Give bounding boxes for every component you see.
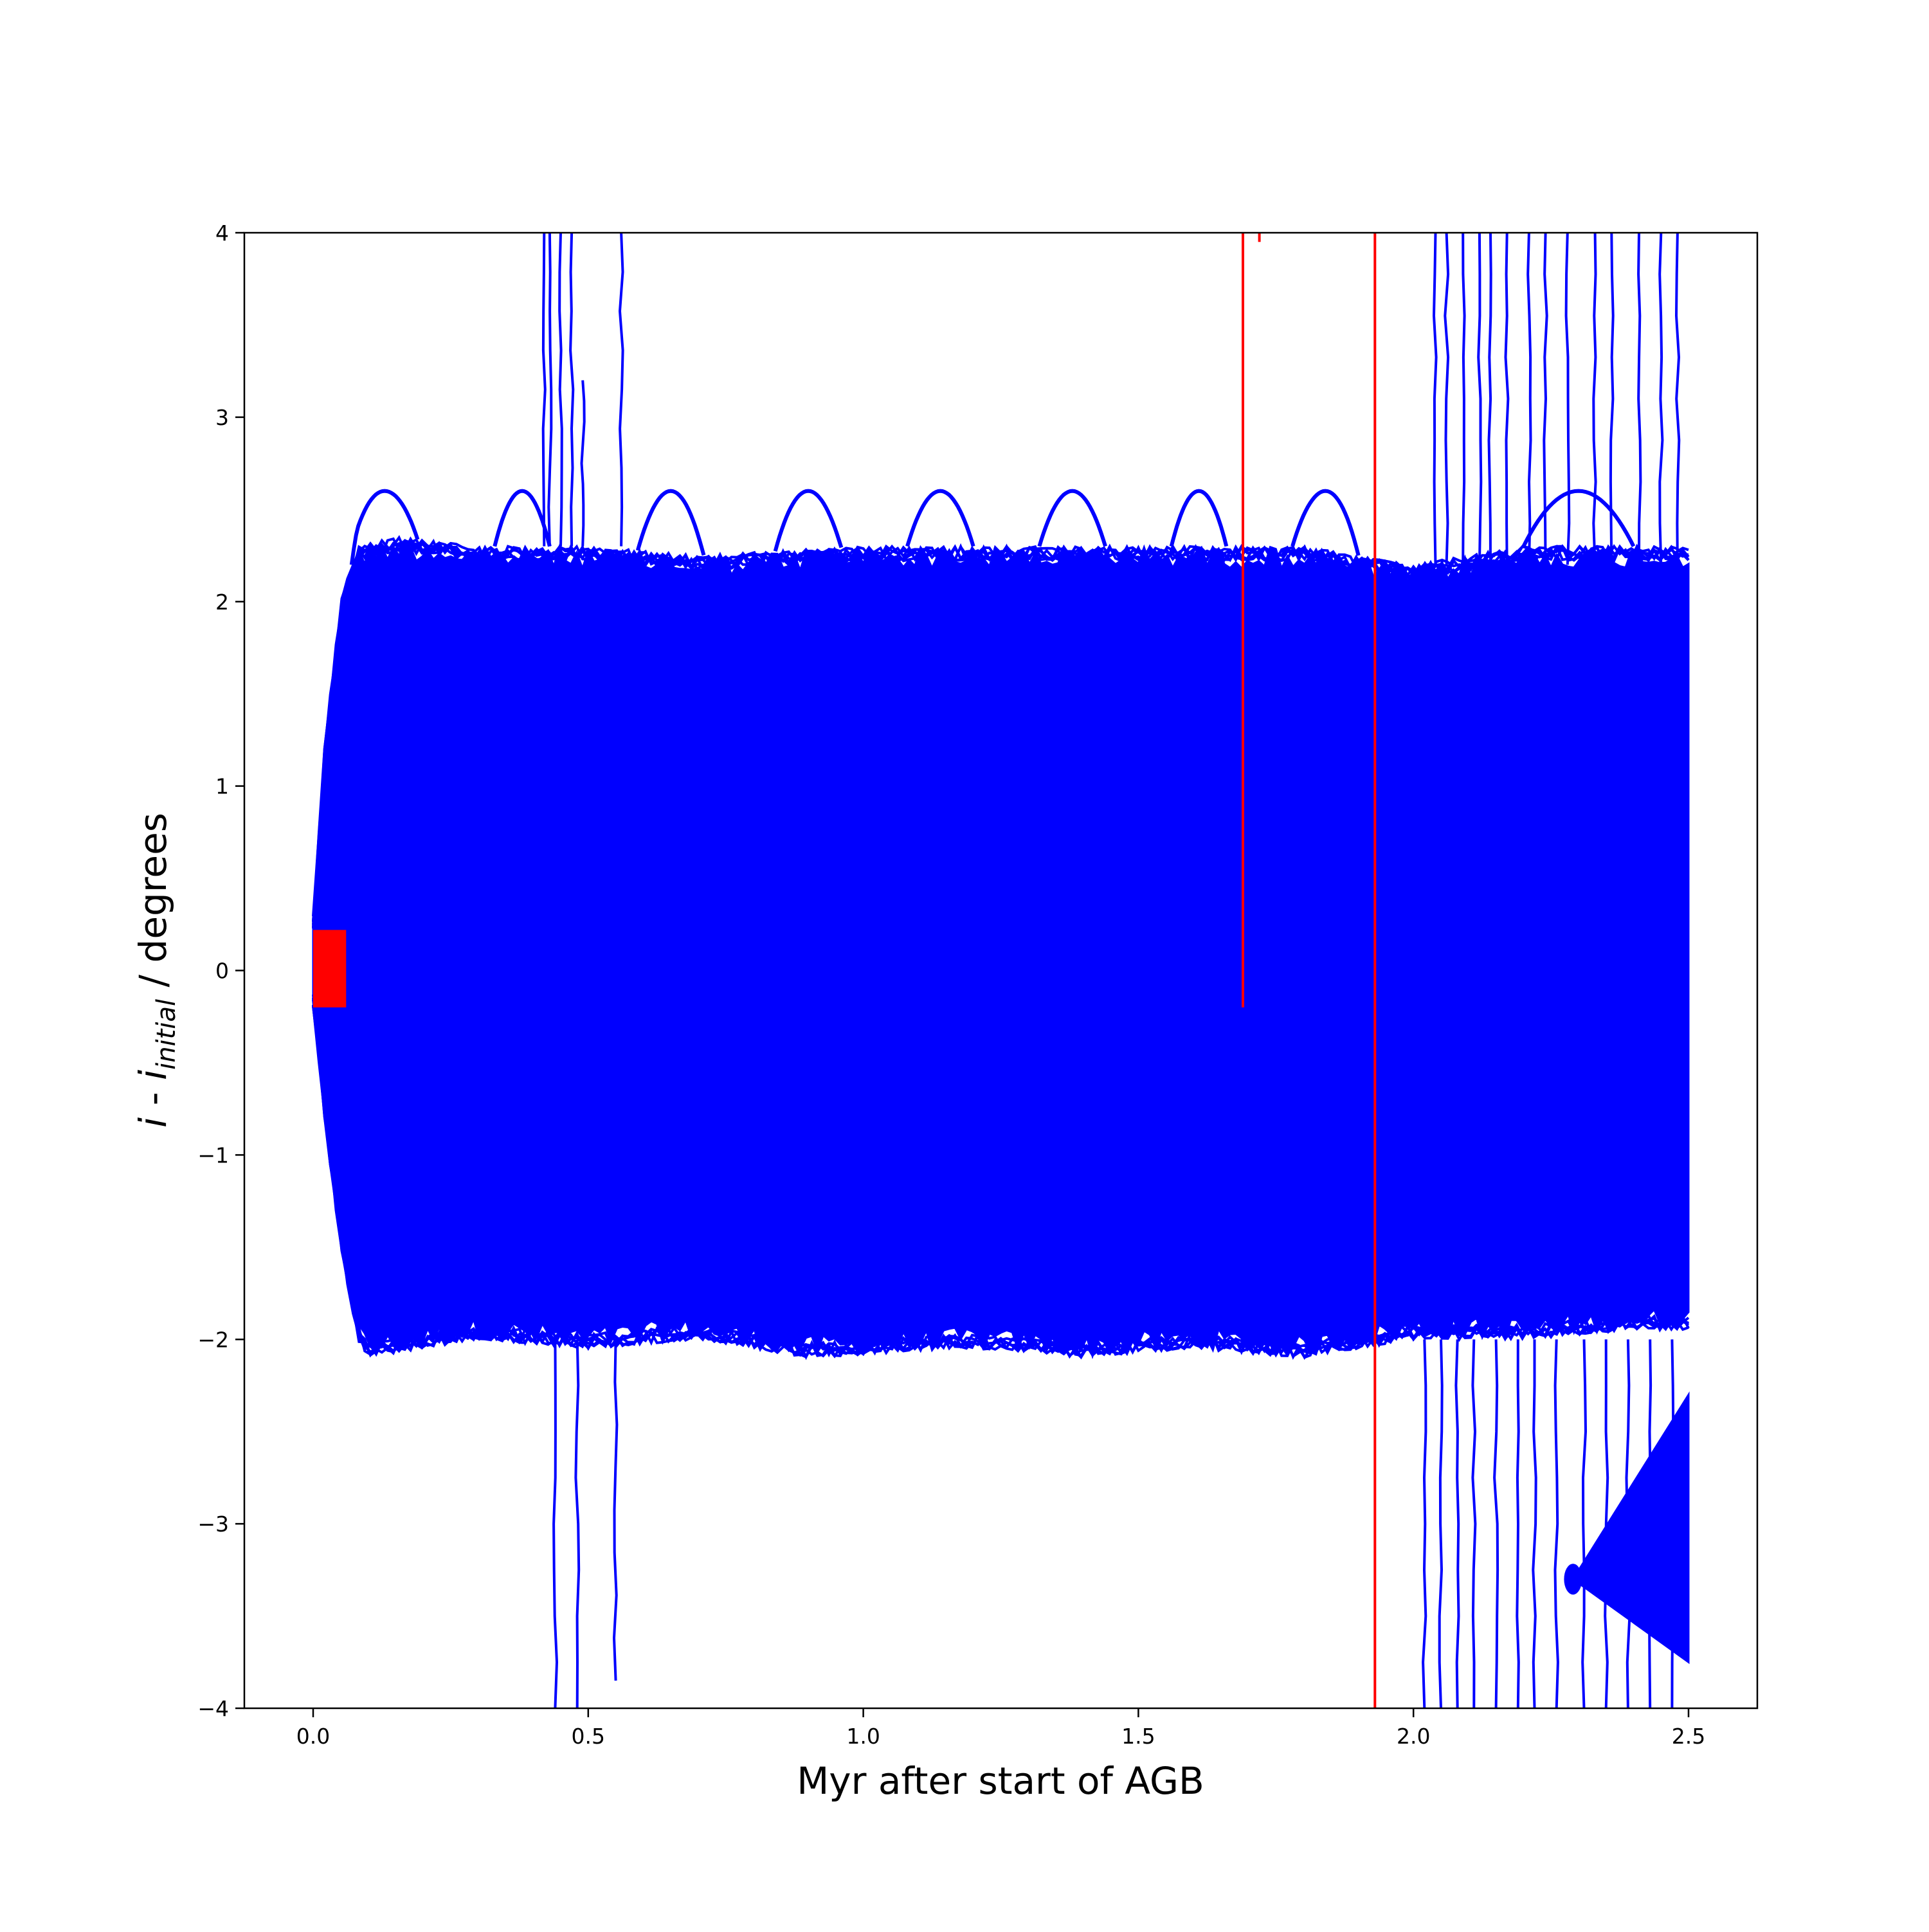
blue-spike xyxy=(1625,1339,1631,1708)
blue-spike xyxy=(1671,1339,1675,1708)
blue-spike xyxy=(1444,233,1450,565)
x-tick-label: 0.5 xyxy=(572,1724,605,1749)
plot-area xyxy=(312,233,1690,1708)
y-axis-label-initial-symbol: i xyxy=(131,1070,175,1080)
blue-arch xyxy=(635,489,706,556)
blue-spike xyxy=(1604,1339,1609,1708)
y-axis-label-minus: - xyxy=(131,1080,175,1117)
blue-arch xyxy=(1521,489,1636,548)
blue-spike xyxy=(1637,233,1642,565)
blue-spike xyxy=(1526,233,1532,565)
y-axis-label-unit: / degrees xyxy=(131,813,175,999)
blue-wedge xyxy=(1571,1391,1690,1665)
blue-arch xyxy=(349,489,420,565)
blue-spike xyxy=(612,1339,619,1681)
blue-spike xyxy=(1592,233,1597,565)
blue-spike xyxy=(1674,233,1681,565)
blue-series-band xyxy=(312,489,1690,1665)
y-tick-label: 3 xyxy=(215,405,229,430)
blue-spike xyxy=(541,233,547,546)
blue-spike xyxy=(547,233,553,546)
blue-spike xyxy=(1454,1339,1460,1708)
blue-spike xyxy=(1647,1339,1653,1708)
y-tick-label: −1 xyxy=(197,1142,229,1168)
blue-band-upper-trace xyxy=(312,539,1689,925)
blue-spike xyxy=(1504,233,1510,565)
y-tick-label: −3 xyxy=(197,1512,229,1537)
x-axis-label: Myr after start of AGB xyxy=(797,1759,1204,1803)
blue-spike xyxy=(1438,1339,1444,1708)
blue-spike xyxy=(1532,1339,1537,1708)
x-tick-label: 2.5 xyxy=(1672,1724,1705,1749)
blue-arch xyxy=(905,489,975,547)
y-tick-label: 2 xyxy=(215,590,229,615)
blue-spike xyxy=(1477,233,1483,565)
blue-spike xyxy=(1543,233,1548,565)
x-tick-label: 1.5 xyxy=(1121,1724,1155,1749)
blue-spike xyxy=(580,380,586,546)
red-start-region xyxy=(313,930,347,1007)
blue-arch xyxy=(1291,489,1361,556)
x-axis-ticks: 0.0 0.5 1.0 1.5 2.0 2.5 xyxy=(296,1708,1705,1749)
y-tick-label: −4 xyxy=(197,1696,229,1721)
blue-spike xyxy=(558,233,563,546)
blue-arch xyxy=(1169,489,1229,547)
blue-spike xyxy=(552,1339,559,1708)
blue-spike xyxy=(1658,233,1664,565)
blue-spike xyxy=(618,233,624,546)
blue-spike xyxy=(1432,233,1438,565)
blue-spike xyxy=(1462,233,1466,565)
y-axis-label-variable: i xyxy=(131,1117,175,1128)
y-axis-ticks: −4 −3 −2 −1 0 1 2 3 4 xyxy=(197,221,244,1721)
blue-spike xyxy=(1487,233,1492,565)
blue-spike xyxy=(574,1339,581,1708)
blue-spike xyxy=(1553,1339,1559,1708)
blue-spike xyxy=(1422,1339,1427,1708)
red-series xyxy=(313,233,1377,1708)
blue-spike xyxy=(569,233,575,546)
blue-spike xyxy=(1471,1339,1477,1708)
blue-band-lower-trace xyxy=(312,994,1690,1360)
x-tick-label: 1.0 xyxy=(846,1724,880,1749)
y-tick-label: 0 xyxy=(215,959,229,984)
blue-spike xyxy=(1564,233,1571,565)
blue-arch xyxy=(773,489,844,552)
x-tick-label: 0.0 xyxy=(296,1724,330,1749)
blue-band-upper-trace xyxy=(312,537,1689,917)
y-tick-label: 4 xyxy=(215,221,229,246)
blue-spike xyxy=(1581,1339,1588,1708)
blue-spike xyxy=(1609,233,1615,565)
blue-spike xyxy=(1516,1339,1520,1708)
blue-series-spikes xyxy=(541,233,1681,1708)
blue-arch xyxy=(1037,489,1107,547)
y-axis-label: i - iinitial / degrees xyxy=(131,813,181,1128)
y-tick-label: 1 xyxy=(215,774,229,799)
blue-arch xyxy=(493,489,552,547)
y-axis-label-subscript: initial xyxy=(152,999,181,1070)
blue-wedge-tip xyxy=(1564,1564,1582,1595)
blue-spike xyxy=(1493,1339,1499,1708)
blue-band-fill xyxy=(312,539,1690,1360)
x-tick-label: 2.0 xyxy=(1397,1724,1430,1749)
y-tick-label: −2 xyxy=(197,1327,229,1352)
